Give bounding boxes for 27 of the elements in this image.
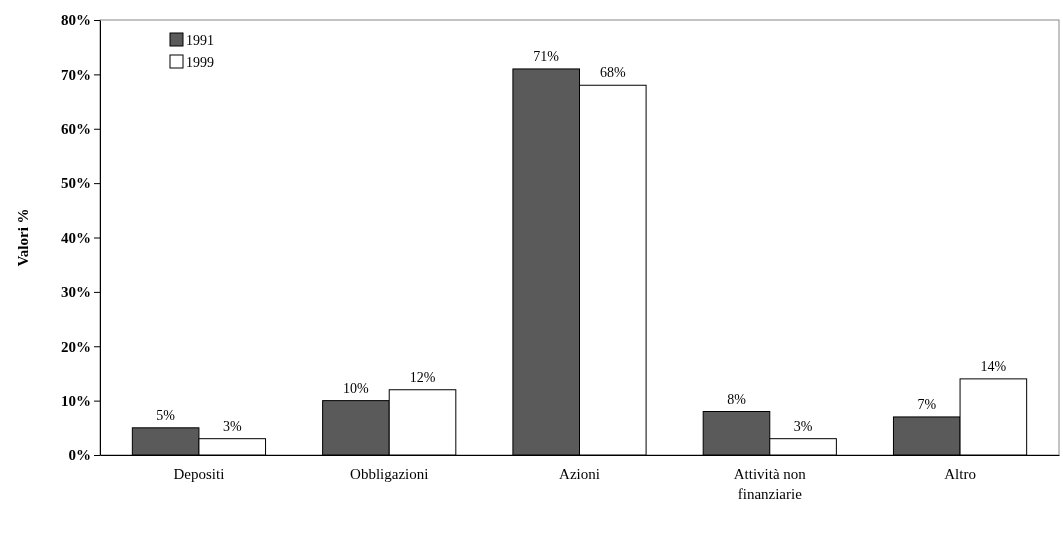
data-label: 71% (533, 48, 560, 64)
y-axis-title: Valori % (15, 208, 31, 267)
data-label: 10% (343, 380, 370, 396)
data-label: 14% (980, 358, 1007, 374)
legend-label: 1999 (186, 55, 214, 70)
y-tick-label: 60% (61, 121, 91, 138)
y-tick-label: 30% (61, 284, 91, 301)
y-tick-label: 80% (61, 12, 91, 29)
legend-label: 1991 (186, 33, 214, 48)
x-tick-label: Obbligazioni (350, 466, 429, 482)
y-tick-label: 20% (61, 338, 91, 355)
y-tick-label: 0% (68, 447, 91, 464)
y-tick-label: 40% (61, 229, 91, 246)
y-tick-label: 50% (61, 175, 91, 192)
x-tick-label: Attività non finanziarie (733, 466, 807, 502)
data-label: 68% (599, 65, 626, 81)
data-label: 3% (793, 418, 813, 434)
data-label: 5% (156, 407, 176, 423)
x-tick-label: Depositi (173, 466, 225, 482)
data-label: 3% (222, 418, 242, 434)
data-label: 8% (727, 391, 747, 407)
y-tick-label: 70% (61, 66, 91, 83)
x-tick-label: Altro (944, 466, 976, 482)
data-label: 7% (917, 396, 937, 412)
data-label: 12% (409, 369, 436, 385)
y-tick-label: 10% (61, 392, 91, 409)
x-tick-label: Azioni (559, 466, 600, 482)
